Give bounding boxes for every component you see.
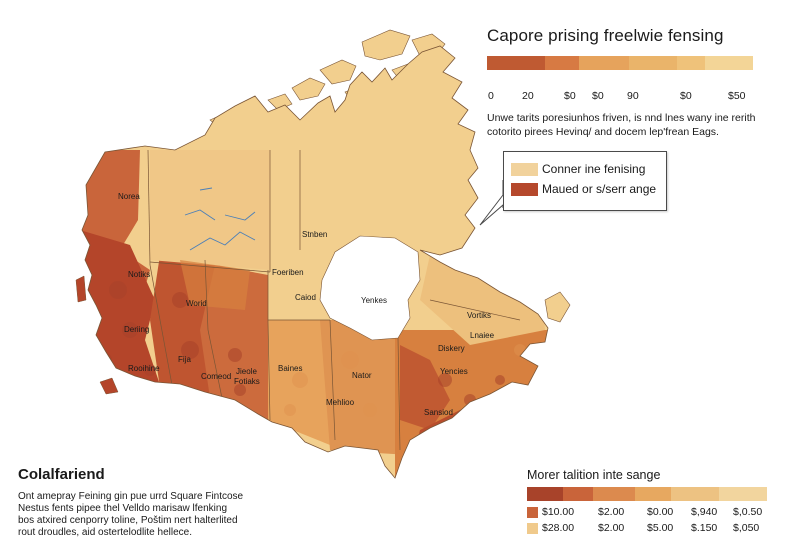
scale-segment — [677, 56, 705, 70]
scale-label: $50 — [728, 90, 746, 102]
description-line: cotorito pirees Hevinq/ and docem lep'fr… — [487, 126, 719, 138]
scale-segment — [705, 56, 753, 70]
callout-item: Conner ine fenising — [511, 162, 645, 176]
scale-label: 90 — [627, 90, 639, 102]
legend-value: $5.00 — [647, 522, 674, 534]
legend-value: $2.00 — [598, 506, 625, 518]
map-label: Comeod — [201, 372, 231, 381]
bottom-title: Colalfariend — [18, 466, 105, 483]
legend-value: $.150 — [691, 522, 718, 534]
legend-color-bar — [527, 487, 767, 501]
scale-label: 0 — [488, 90, 494, 102]
legend-value: $0.00 — [647, 506, 674, 518]
newfoundland — [544, 291, 571, 323]
legend-row-swatch — [527, 507, 538, 518]
legend-value: $10.00 — [542, 506, 575, 518]
map-label: Yenkes — [361, 296, 387, 305]
callout-label: Maued or s/serr ange — [542, 182, 657, 196]
scale-segment — [579, 56, 629, 70]
bottom-line: bos atxired cenporry toline, Poštim nert… — [18, 515, 238, 526]
price-scale-bar — [487, 56, 753, 70]
map-label: Fija — [178, 355, 191, 364]
bottom-line: rout droudles, aid ostertelodlite hellec… — [18, 527, 192, 538]
legend-segment — [527, 487, 563, 501]
legend-segment — [593, 487, 635, 501]
scale-label: $0 — [592, 90, 604, 102]
map-label: Notiks — [128, 270, 150, 279]
haida-gwaii — [75, 275, 87, 303]
bottom-line: Nestus fents pipee thel Velldo marisaw l… — [18, 503, 228, 514]
callout-item: Maued or s/serr ange — [511, 182, 656, 196]
legend-segment — [671, 487, 719, 501]
legend-row-swatch — [527, 523, 538, 534]
map-label: Rooihine — [128, 364, 160, 373]
legend-value: $2.00 — [598, 522, 625, 534]
scale-segment — [629, 56, 677, 70]
callout-swatch — [511, 182, 538, 196]
map-label: Diskery — [438, 344, 465, 353]
callout-pointer — [479, 180, 504, 226]
map-label: Nator — [352, 371, 372, 380]
map-description: Unwe tarits poresiunhos friven, is nnd l… — [487, 111, 787, 139]
map-label: Yencies — [440, 367, 468, 376]
scale-label: 20 — [522, 90, 534, 102]
map-label: Foeriben — [272, 268, 304, 277]
legend-row: $28.00 $2.00 $5.00 $.150 $,050 — [527, 522, 787, 534]
legend-value: $28.00 — [542, 522, 575, 534]
scale-segment — [545, 56, 579, 70]
scale-label: $0 — [680, 90, 692, 102]
map-label: Norea — [118, 192, 140, 201]
map-label: Mehlioo — [326, 398, 355, 407]
callout-swatch — [511, 162, 538, 176]
map-label: Lnaiee — [470, 331, 495, 340]
map-label: Baines — [278, 364, 302, 373]
legend-value: $,0.50 — [733, 506, 763, 518]
scale-segment — [487, 56, 545, 70]
scale-label: $0 — [564, 90, 576, 102]
legend-value: $,940 — [691, 506, 718, 518]
callout-legend: Conner ine fenising Maued or s/serr ange — [503, 151, 667, 211]
map-label: Worid — [186, 299, 207, 308]
legend-row: $10.00 $2.00 $0.00 $,940 $,0.50 — [527, 506, 787, 518]
map-label: Fotiaks — [234, 377, 260, 386]
map-label: Caiod — [295, 293, 316, 302]
map-label: Deriing — [124, 325, 149, 334]
map-title: Capore prising freelwie fensing — [487, 26, 724, 45]
legend-title: Morer talition inte sange — [527, 468, 661, 482]
vancouver-island — [99, 377, 119, 395]
bottom-line: Ont amepray Feining gin pue urrd Square … — [18, 491, 244, 502]
map-label: Stnben — [302, 230, 327, 239]
coastline — [81, 45, 549, 479]
map-label: Vortiks — [467, 311, 491, 320]
legend-segment — [635, 487, 671, 501]
map-label: Sansiod — [424, 408, 453, 417]
legend-segment — [719, 487, 767, 501]
legend-value: $,050 — [733, 522, 760, 534]
description-line: Unwe tarits poresiunhos friven, is nnd l… — [487, 112, 756, 124]
bottom-description: Ont amepray Feining gin pue urrd Square … — [18, 491, 243, 539]
map-label: Jieole — [236, 367, 257, 376]
legend-segment — [563, 487, 593, 501]
callout-label: Conner ine fenising — [542, 162, 646, 176]
